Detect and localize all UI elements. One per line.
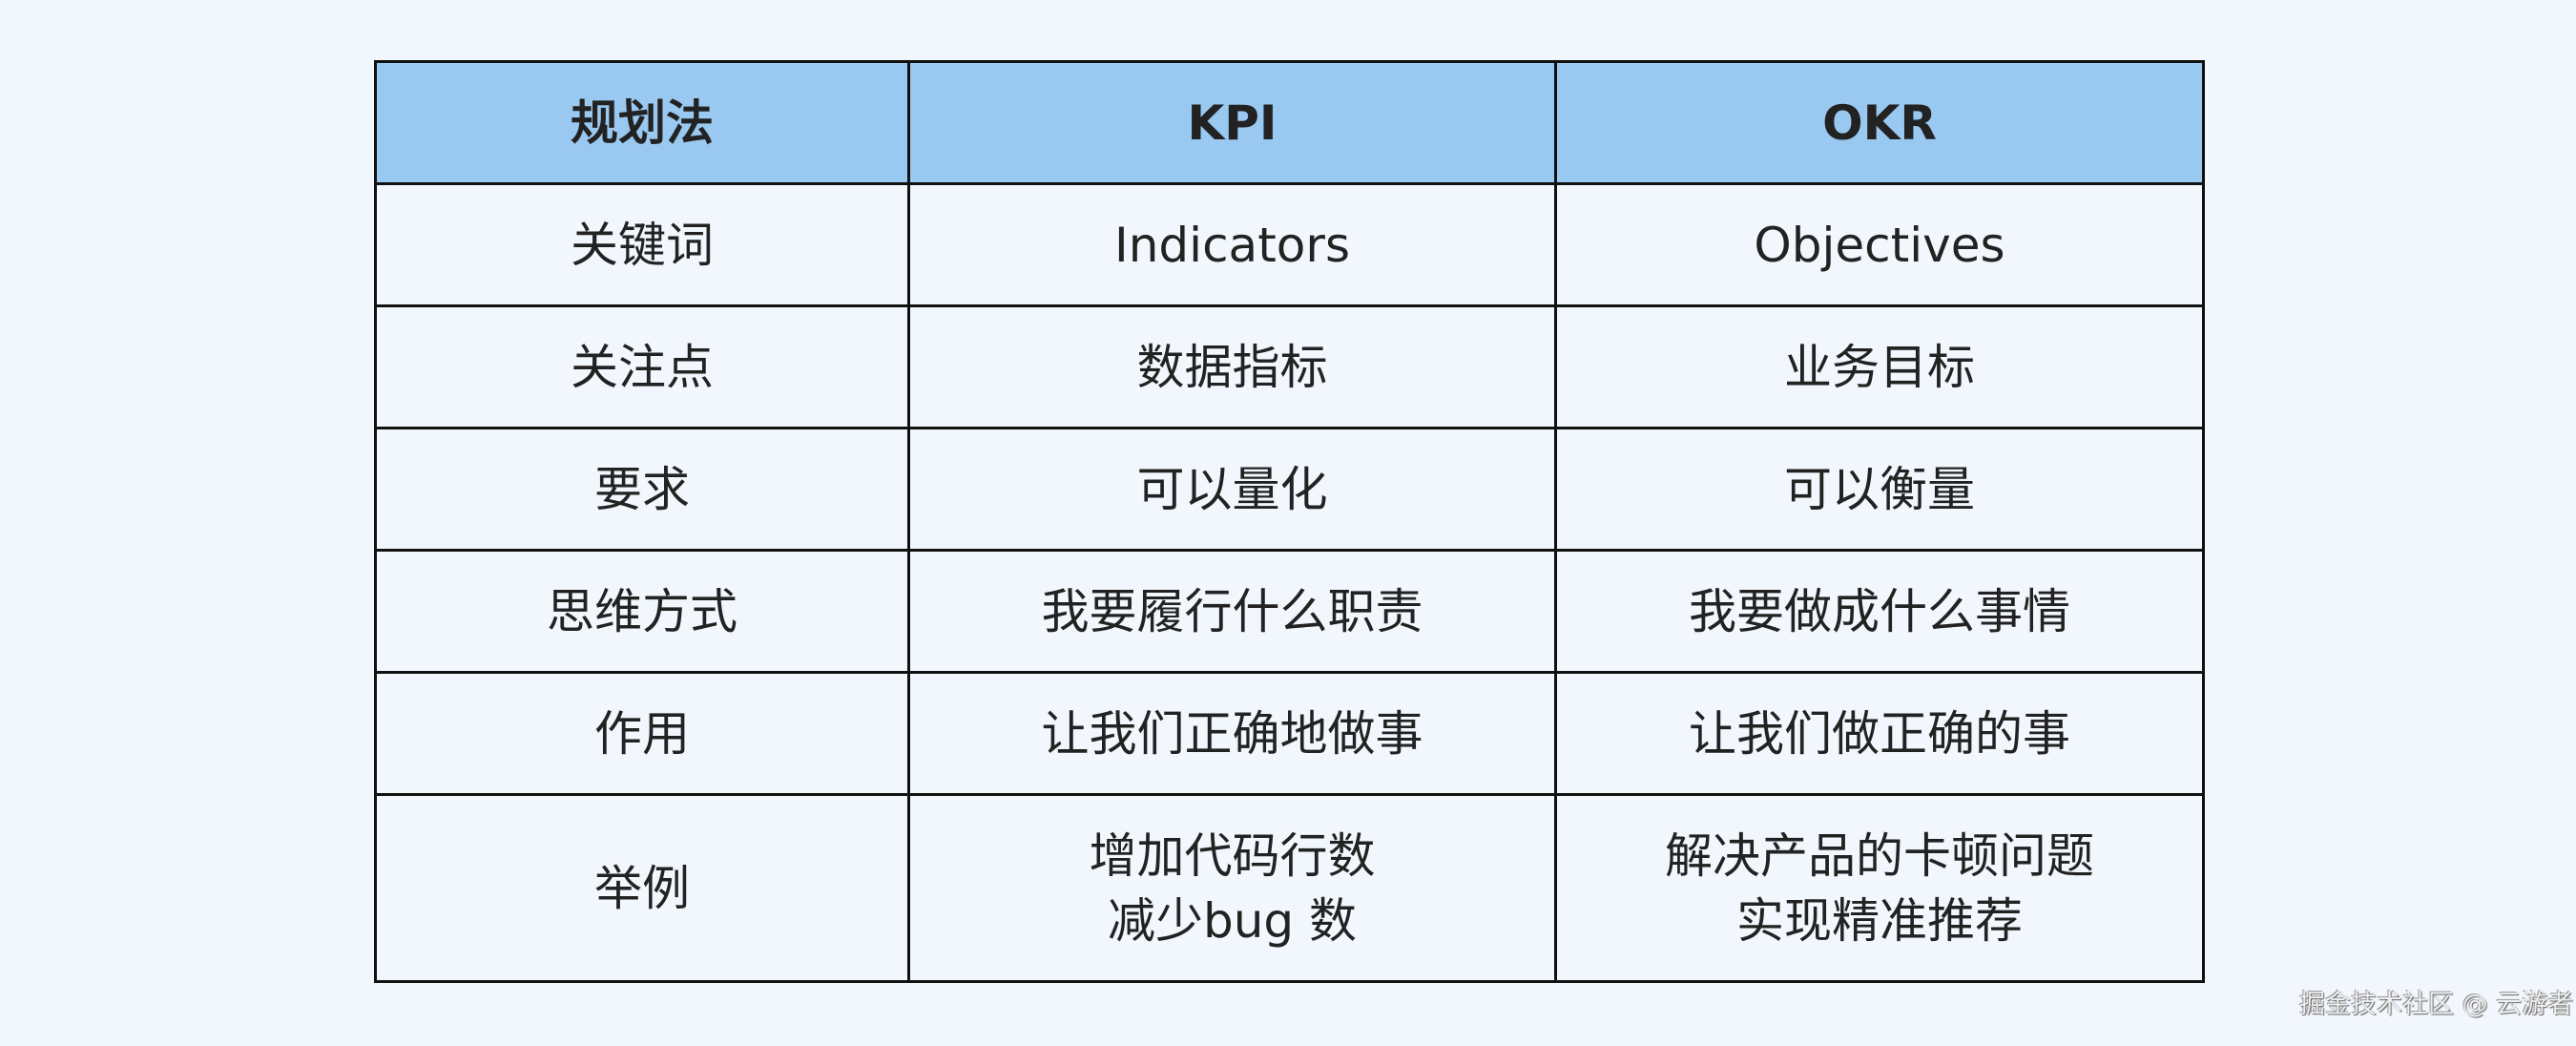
okr-cell: Objectives <box>1554 182 2205 307</box>
row-label: 关键词 <box>374 182 910 307</box>
table-row: 关键词 Indicators Objectives <box>374 182 2205 307</box>
okr-cell: 解决产品的卡顿问题 实现精准推荐 <box>1554 793 2205 983</box>
kpi-cell: 可以量化 <box>907 427 1557 552</box>
okr-cell: 业务目标 <box>1554 304 2205 429</box>
kpi-cell: 数据指标 <box>907 304 1557 429</box>
row-label: 举例 <box>374 793 910 983</box>
comparison-table: 规划法 KPI OKR 关键词 Indicators Objectives 关注… <box>374 60 2205 983</box>
table-row: 思维方式 我要履行什么职责 我要做成什么事情 <box>374 549 2205 674</box>
table-row: 关注点 数据指标 业务目标 <box>374 304 2205 429</box>
header-okr: OKR <box>1554 60 2205 185</box>
cell-line: 解决产品的卡顿问题 <box>1665 827 2094 884</box>
header-method: 规划法 <box>374 60 910 185</box>
row-label: 关注点 <box>374 304 910 429</box>
kpi-cell: 我要履行什么职责 <box>907 549 1557 674</box>
watermark: 掘金技术社区 @ 云游者 <box>2299 990 2574 1019</box>
cell-line: 举例 <box>594 860 690 916</box>
cell-line: 减少bug 数 <box>1107 892 1358 949</box>
row-label: 作用 <box>374 671 910 796</box>
okr-cell: 我要做成什么事情 <box>1554 549 2205 674</box>
row-label: 思维方式 <box>374 549 910 674</box>
table-row: 作用 让我们正确地做事 让我们做正确的事 <box>374 671 2205 796</box>
header-kpi: KPI <box>907 60 1557 185</box>
okr-cell: 让我们做正确的事 <box>1554 671 2205 796</box>
kpi-cell: 让我们正确地做事 <box>907 671 1557 796</box>
row-label: 要求 <box>374 427 910 552</box>
cell-line: 实现精准推荐 <box>1736 892 2023 949</box>
okr-cell: 可以衡量 <box>1554 427 2205 552</box>
kpi-cell: Indicators <box>907 182 1557 307</box>
table-row: 要求 可以量化 可以衡量 <box>374 427 2205 552</box>
cell-line: 增加代码行数 <box>1089 827 1376 884</box>
kpi-cell: 增加代码行数 减少bug 数 <box>907 793 1557 983</box>
table-row: 举例 增加代码行数 减少bug 数 解决产品的卡顿问题 实现精准推荐 <box>374 793 2205 983</box>
header-row: 规划法 KPI OKR <box>374 60 2205 185</box>
